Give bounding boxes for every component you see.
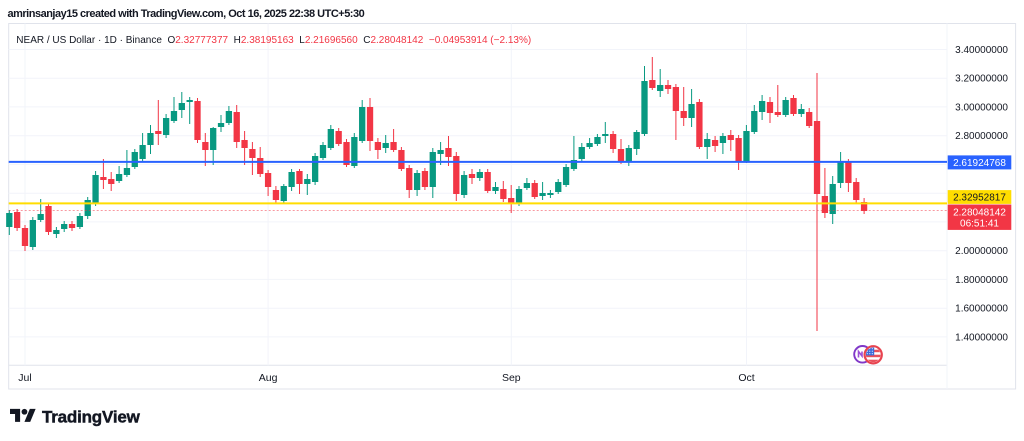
svg-text:Oct: Oct [738, 372, 754, 384]
svg-text:TradingView: TradingView [42, 408, 141, 427]
svg-text:1.40000000: 1.40000000 [955, 332, 1008, 343]
svg-text:1.60000000: 1.60000000 [955, 304, 1008, 315]
svg-text:2.32952817: 2.32952817 [953, 193, 1006, 204]
svg-text:amrinsanjay15 created with Tra: amrinsanjay15 created with TradingView.c… [8, 8, 365, 20]
svg-text:2.80000000: 2.80000000 [955, 131, 1008, 142]
svg-text:2.28048142: 2.28048142 [953, 208, 1006, 219]
svg-text:2.61924768: 2.61924768 [953, 158, 1006, 169]
svg-text:2.00000000: 2.00000000 [955, 246, 1008, 257]
svg-text:1.80000000: 1.80000000 [955, 275, 1008, 286]
svg-text:3.40000000: 3.40000000 [955, 45, 1008, 56]
svg-text:Aug: Aug [259, 372, 278, 384]
svg-text:NEAR / US Dollar · 1D · Binanc: NEAR / US Dollar · 1D · Binance O2.32777… [16, 35, 531, 46]
svg-text:Sep: Sep [502, 372, 521, 384]
svg-text:3.20000000: 3.20000000 [955, 74, 1008, 85]
svg-text:Jul: Jul [18, 372, 31, 384]
svg-text:06:51:41: 06:51:41 [960, 219, 999, 230]
svg-text:3.00000000: 3.00000000 [955, 102, 1008, 113]
